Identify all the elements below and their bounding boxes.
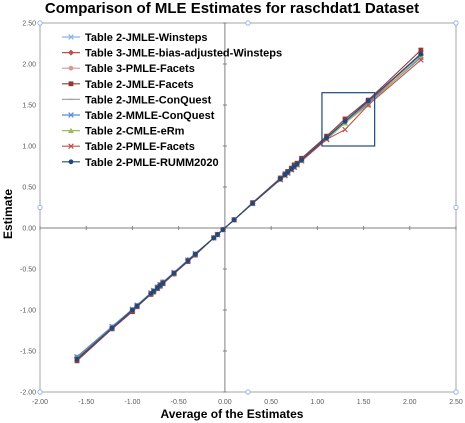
data-point [299, 157, 305, 163]
chart-title: Comparison of MLE Estimates for raschdat… [45, 0, 419, 17]
y-tick-label: -1.50 [20, 349, 36, 356]
frame-handle [453, 204, 459, 211]
data-point [192, 251, 198, 257]
legend-label: Table 2-JMLE-Facets [85, 79, 194, 91]
data-point [231, 217, 237, 223]
data-point [418, 51, 424, 57]
data-point [74, 356, 80, 362]
legend-marker [68, 112, 74, 118]
data-point [160, 280, 166, 286]
y-tick-label: 0.50 [22, 185, 36, 192]
data-point [109, 325, 115, 331]
data-point [342, 126, 348, 133]
y-tick-label: 0.00 [22, 226, 36, 233]
y-axis-title: Estimate [1, 189, 15, 239]
data-point [151, 288, 157, 294]
legend-marker [68, 65, 74, 71]
data-point [365, 102, 372, 108]
legend-item: Table 2-CMLE-eRm [62, 126, 185, 138]
y-tick-label: -0.50 [20, 267, 36, 274]
y-tick-label: -1.00 [20, 308, 36, 315]
legend-label: Table 2-CMLE-eRm [85, 126, 185, 138]
tick-labels: -2.00 -1.50 -1.00 -0.50 0.00 0.50 1.00 1.50 2.00… [20, 21, 463, 407]
frame-handle [245, 389, 251, 395]
legend-marker [68, 159, 74, 165]
legend-item: Table 2-PMLE-Facets [62, 141, 195, 153]
legend-label: Table 3-PMLE-Facets [85, 63, 195, 75]
legend-label: Table 2-JMLE-ConQuest [85, 94, 212, 106]
legend: Table 2-JMLE-Winsteps Table 3-JMLE-bias-a… [62, 32, 282, 169]
data-point [134, 303, 140, 309]
y-tick-label: 1.00 [22, 144, 36, 151]
series-9 [74, 51, 424, 362]
frame-handle [453, 389, 459, 395]
data-point [277, 176, 283, 182]
x-tick-label: 1.50 [357, 399, 371, 406]
y-tick-label: 2.00 [22, 62, 36, 69]
legend-label: Table 3-JMLE-bias-adjusted-Winsteps [85, 48, 282, 60]
legend-item: Table 3-JMLE-bias-adjusted-Winsteps [62, 48, 282, 60]
legend-marker [68, 49, 74, 56]
data-point [211, 235, 217, 241]
data-point [342, 116, 348, 122]
highlight-box [321, 92, 376, 147]
data-point [418, 47, 424, 53]
x-tick-label: -0.50 [171, 399, 187, 406]
legend-marker [68, 127, 74, 133]
legend-item: Table 2-JMLE-ConQuest [62, 94, 212, 106]
frame-handle [453, 20, 459, 26]
data-point [130, 307, 135, 313]
data-point [215, 232, 220, 237]
x-tick-label: -1.50 [78, 399, 94, 406]
legend-label: Table 2-MMLE-ConQuest [85, 110, 215, 122]
y-tick-label: -2.00 [20, 390, 36, 397]
data-point [285, 169, 291, 175]
data-series [73, 47, 424, 364]
x-tick-label: -2.00 [32, 399, 48, 406]
legend-label: Table 2-JMLE-Winsteps [85, 32, 208, 44]
legend-item: Table 2-PMLE-RUMM2020 [62, 157, 219, 169]
x-tick-label: 0.50 [264, 399, 278, 406]
x-tick-label: -1.00 [124, 399, 140, 406]
legend-label: Table 2-PMLE-Facets [85, 141, 195, 153]
legend-item: Table 3-PMLE-Facets [62, 63, 195, 75]
data-point [185, 258, 191, 264]
x-tick-label: 0.00 [218, 399, 232, 406]
data-point [250, 201, 256, 206]
frame-handle [37, 204, 43, 211]
data-point [418, 57, 424, 63]
frame-handle [245, 20, 251, 26]
frame-handle [37, 389, 43, 395]
data-point [294, 161, 300, 167]
legend-item: Table 2-JMLE-Winsteps [62, 32, 208, 44]
y-tick-label: 1.50 [22, 103, 36, 110]
legend-item: Table 2-MMLE-ConQuest [62, 110, 215, 122]
data-point [342, 119, 348, 124]
data-point [220, 227, 226, 233]
data-point [365, 98, 371, 104]
x-tick-label: 2.50 [449, 399, 463, 406]
x-tick-label: 1.00 [311, 399, 325, 406]
frame-handle [37, 20, 43, 26]
axes [37, 20, 459, 395]
y-tick-label: 2.50 [22, 21, 36, 28]
legend-item: Table 2-JMLE-Facets [62, 79, 194, 91]
data-point [171, 270, 177, 276]
legend-marker [68, 81, 74, 87]
data-point [324, 135, 329, 141]
legend-label: Table 2-PMLE-RUMM2020 [85, 157, 219, 169]
legend-marker [68, 34, 74, 40]
legend-marker [68, 143, 74, 150]
x-axis-title: Average of the Estimates [161, 407, 304, 421]
x-tick-label: 2.00 [403, 399, 417, 406]
